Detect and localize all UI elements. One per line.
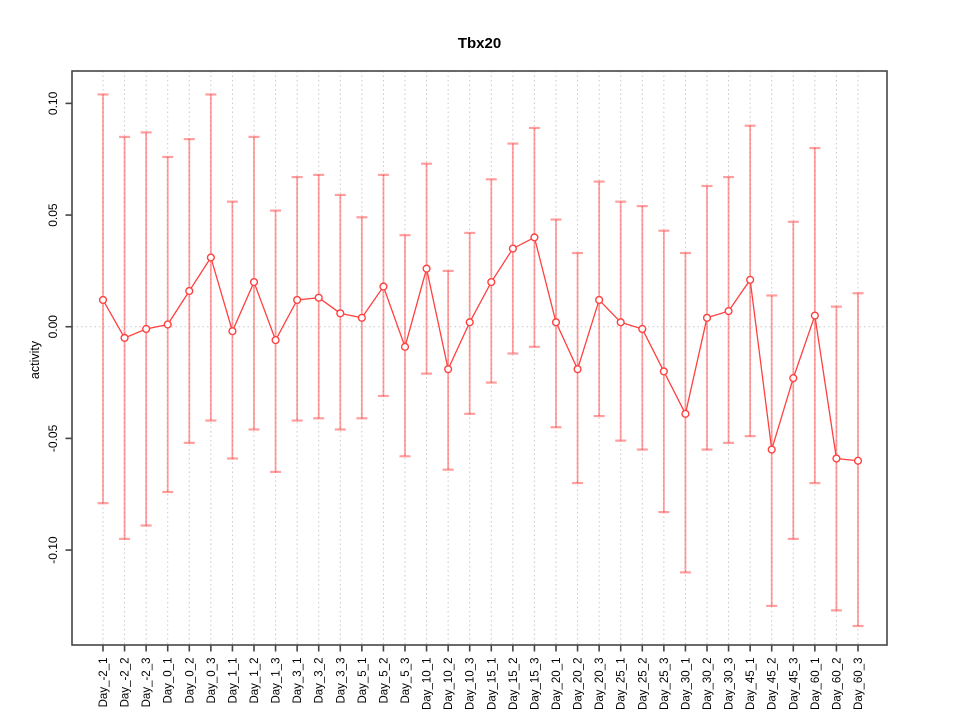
data-point: [832, 454, 841, 463]
data-point: [595, 295, 604, 305]
data-point: [746, 275, 755, 284]
data-point: [659, 367, 668, 376]
x-tick-label: Day_1_2: [249, 658, 261, 704]
data-point: [206, 253, 215, 262]
data-point: [573, 365, 582, 374]
x-tick-label: Day_5_1: [357, 658, 369, 704]
plot-border: [71, 70, 888, 646]
data-point: [142, 324, 151, 334]
data-point: [120, 333, 129, 342]
x-tick-label: Day_30_1: [680, 658, 692, 710]
x-tick-label: Day_25_1: [616, 658, 628, 710]
data-point: [638, 324, 647, 334]
x-tick-label: Day_0_1: [163, 658, 175, 704]
data-point: [357, 313, 366, 322]
chart-title: Tbx20: [457, 35, 502, 52]
x-tick-label: Day_20_1: [551, 658, 563, 710]
data-point: [681, 409, 690, 418]
x-tick-label: Day_0_2: [184, 658, 196, 704]
data-point: [789, 374, 798, 383]
data-point: [444, 365, 453, 374]
x-tick-label: Day_3_1: [292, 658, 304, 704]
x-tick-label: Day_10_3: [465, 658, 477, 710]
x-tick-label: Day_60_3: [853, 658, 865, 710]
x-tick-label: Day_20_2: [573, 658, 585, 710]
data-point: [379, 282, 388, 291]
data-point: [228, 327, 237, 336]
data-point: [400, 342, 410, 351]
series-line: [102, 236, 859, 462]
data-point: [314, 293, 323, 302]
data-point: [508, 244, 517, 253]
x-tick-label: Day_-2_3: [141, 658, 153, 708]
x-tick-label: Day_-2_2: [120, 658, 132, 708]
x-tick-label: Day_-2_1: [98, 658, 110, 708]
x-tick-label: Day_15_1: [486, 658, 498, 710]
data-point: [530, 233, 539, 242]
y-tick-label: 0.10: [46, 91, 60, 115]
x-tick-label: Day_45_2: [767, 658, 779, 710]
y-tick-label: 0.05: [46, 203, 60, 227]
x-tick-label: Day_5_3: [400, 658, 412, 704]
x-tick-label: Day_0_3: [206, 658, 218, 704]
x-tick-label: Day_15_3: [529, 658, 541, 710]
data-point: [163, 320, 172, 329]
data-point: [551, 318, 561, 327]
x-tick-label: Day_25_2: [637, 658, 649, 710]
x-tick-label: Day_30_3: [724, 658, 736, 710]
y-tick-label: -0.05: [46, 424, 60, 452]
x-tick-label: Day_30_2: [702, 658, 714, 710]
data-point: [293, 295, 302, 305]
x-tick-label: Day_45_3: [788, 658, 800, 710]
x-tick-label: Day_3_3: [335, 658, 347, 704]
data-point: [767, 445, 776, 454]
y-tick-label: 0.00: [46, 315, 60, 339]
data-point: [853, 456, 863, 465]
data-point: [422, 264, 431, 273]
x-tick-label: Day_15_2: [508, 658, 520, 710]
x-tick-label: Day_25_3: [659, 658, 671, 710]
data-point: [98, 295, 108, 305]
data-point: [271, 336, 280, 345]
y-tick-label: -0.10: [46, 536, 60, 564]
x-tick-label: Day_60_1: [810, 658, 822, 710]
data-point: [724, 306, 733, 316]
x-tick-label: Day_5_2: [378, 658, 390, 704]
data-point: [616, 318, 625, 327]
data-point: [810, 311, 819, 320]
x-tick-label: Day_10_2: [443, 658, 455, 710]
data-point: [249, 277, 259, 287]
x-tick-label: Day_10_1: [422, 658, 434, 710]
x-tick-label: Day_45_1: [745, 658, 757, 710]
x-tick-label: Day_20_3: [594, 658, 606, 710]
x-tick-label: Day_3_2: [314, 658, 326, 704]
data-point: [336, 309, 345, 318]
x-tick-label: Day_60_2: [831, 658, 843, 710]
data-point: [487, 277, 496, 287]
data-point: [702, 313, 712, 322]
x-tick-label: Day_1_1: [227, 658, 239, 704]
data-point: [185, 286, 194, 296]
x-tick-label: Day_1_3: [271, 658, 283, 704]
data-point: [465, 318, 474, 327]
